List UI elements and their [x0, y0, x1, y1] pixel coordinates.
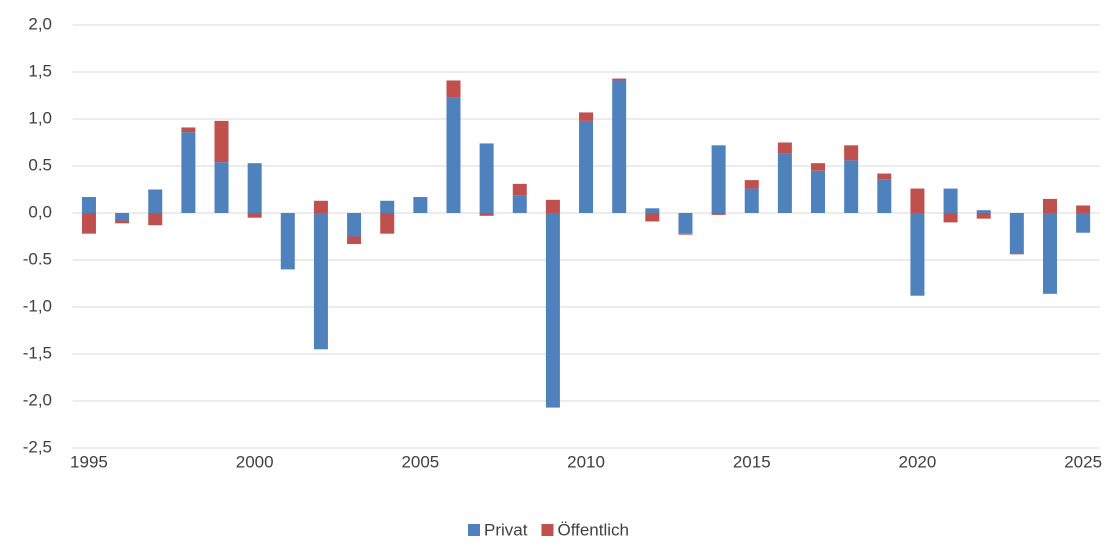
bar — [181, 132, 196, 213]
bar — [1076, 213, 1091, 233]
bar — [777, 153, 792, 213]
bar — [313, 200, 328, 213]
bar — [711, 213, 726, 215]
bar — [811, 163, 826, 171]
bar — [645, 213, 660, 222]
bar — [1042, 213, 1057, 294]
y-tick-label: 2,0 — [28, 14, 52, 33]
x-tick-label: 2015 — [733, 452, 771, 471]
bar — [115, 220, 130, 224]
bar — [711, 145, 726, 213]
x-tick-label: 2000 — [236, 452, 274, 471]
x-tick-label: 2005 — [401, 452, 439, 471]
bar — [811, 170, 826, 213]
bar — [479, 213, 494, 216]
bar — [612, 78, 627, 81]
bar — [214, 120, 229, 163]
legend-label: Privat — [484, 520, 528, 539]
legend-swatch — [541, 524, 554, 536]
legend-swatch — [468, 524, 480, 536]
bar — [744, 180, 759, 189]
bar — [877, 173, 892, 180]
y-tick-label: 0,0 — [28, 202, 52, 221]
bar — [247, 213, 262, 218]
legend-label: Öffentlich — [557, 520, 629, 539]
bar — [380, 200, 395, 213]
x-tick-label: 1995 — [70, 452, 108, 471]
bar — [148, 189, 163, 213]
bar — [844, 145, 859, 161]
bar — [512, 183, 527, 196]
bar — [347, 236, 362, 245]
y-tick-label: 1,0 — [28, 108, 52, 127]
bar — [545, 213, 560, 408]
x-tick-label: 2020 — [899, 452, 937, 471]
bar — [612, 80, 627, 214]
bar — [1076, 205, 1091, 213]
bar — [280, 213, 295, 270]
bar — [579, 112, 594, 121]
bar — [579, 120, 594, 213]
y-tick-label: -2,5 — [23, 437, 52, 456]
y-tick-label: -0.5 — [23, 249, 52, 268]
bar — [910, 188, 925, 213]
bar — [777, 142, 792, 154]
bar — [81, 197, 96, 213]
x-tick-label: 2010 — [567, 452, 605, 471]
bar — [446, 97, 461, 213]
bar — [943, 188, 958, 213]
bar — [115, 213, 130, 221]
bar — [877, 179, 892, 213]
bar — [976, 210, 991, 213]
bar — [479, 143, 494, 213]
bar — [678, 213, 693, 234]
y-tick-label: 1,5 — [28, 61, 52, 80]
bar — [380, 213, 395, 234]
bar — [413, 197, 428, 213]
bar — [1009, 213, 1024, 254]
bar — [247, 163, 262, 213]
bar — [81, 213, 96, 234]
x-tick-label: 2025 — [1064, 452, 1102, 471]
bar — [645, 208, 660, 213]
bar — [744, 188, 759, 213]
bar — [181, 127, 196, 133]
bar — [545, 199, 560, 213]
bar — [446, 80, 461, 98]
y-tick-label: -1,5 — [23, 343, 52, 362]
y-tick-label: 0.5 — [28, 155, 52, 174]
bar — [512, 195, 527, 213]
y-tick-label: -1,0 — [23, 296, 52, 315]
bar — [148, 213, 163, 226]
bar — [678, 233, 693, 235]
bar — [943, 213, 958, 223]
bar — [1042, 198, 1057, 213]
bar — [910, 213, 925, 296]
bar — [347, 213, 362, 237]
bar — [976, 213, 991, 219]
bar — [844, 160, 859, 213]
bar — [313, 213, 328, 350]
y-tick-label: -2,0 — [23, 390, 52, 409]
bar — [1009, 253, 1024, 255]
bar — [214, 162, 229, 213]
